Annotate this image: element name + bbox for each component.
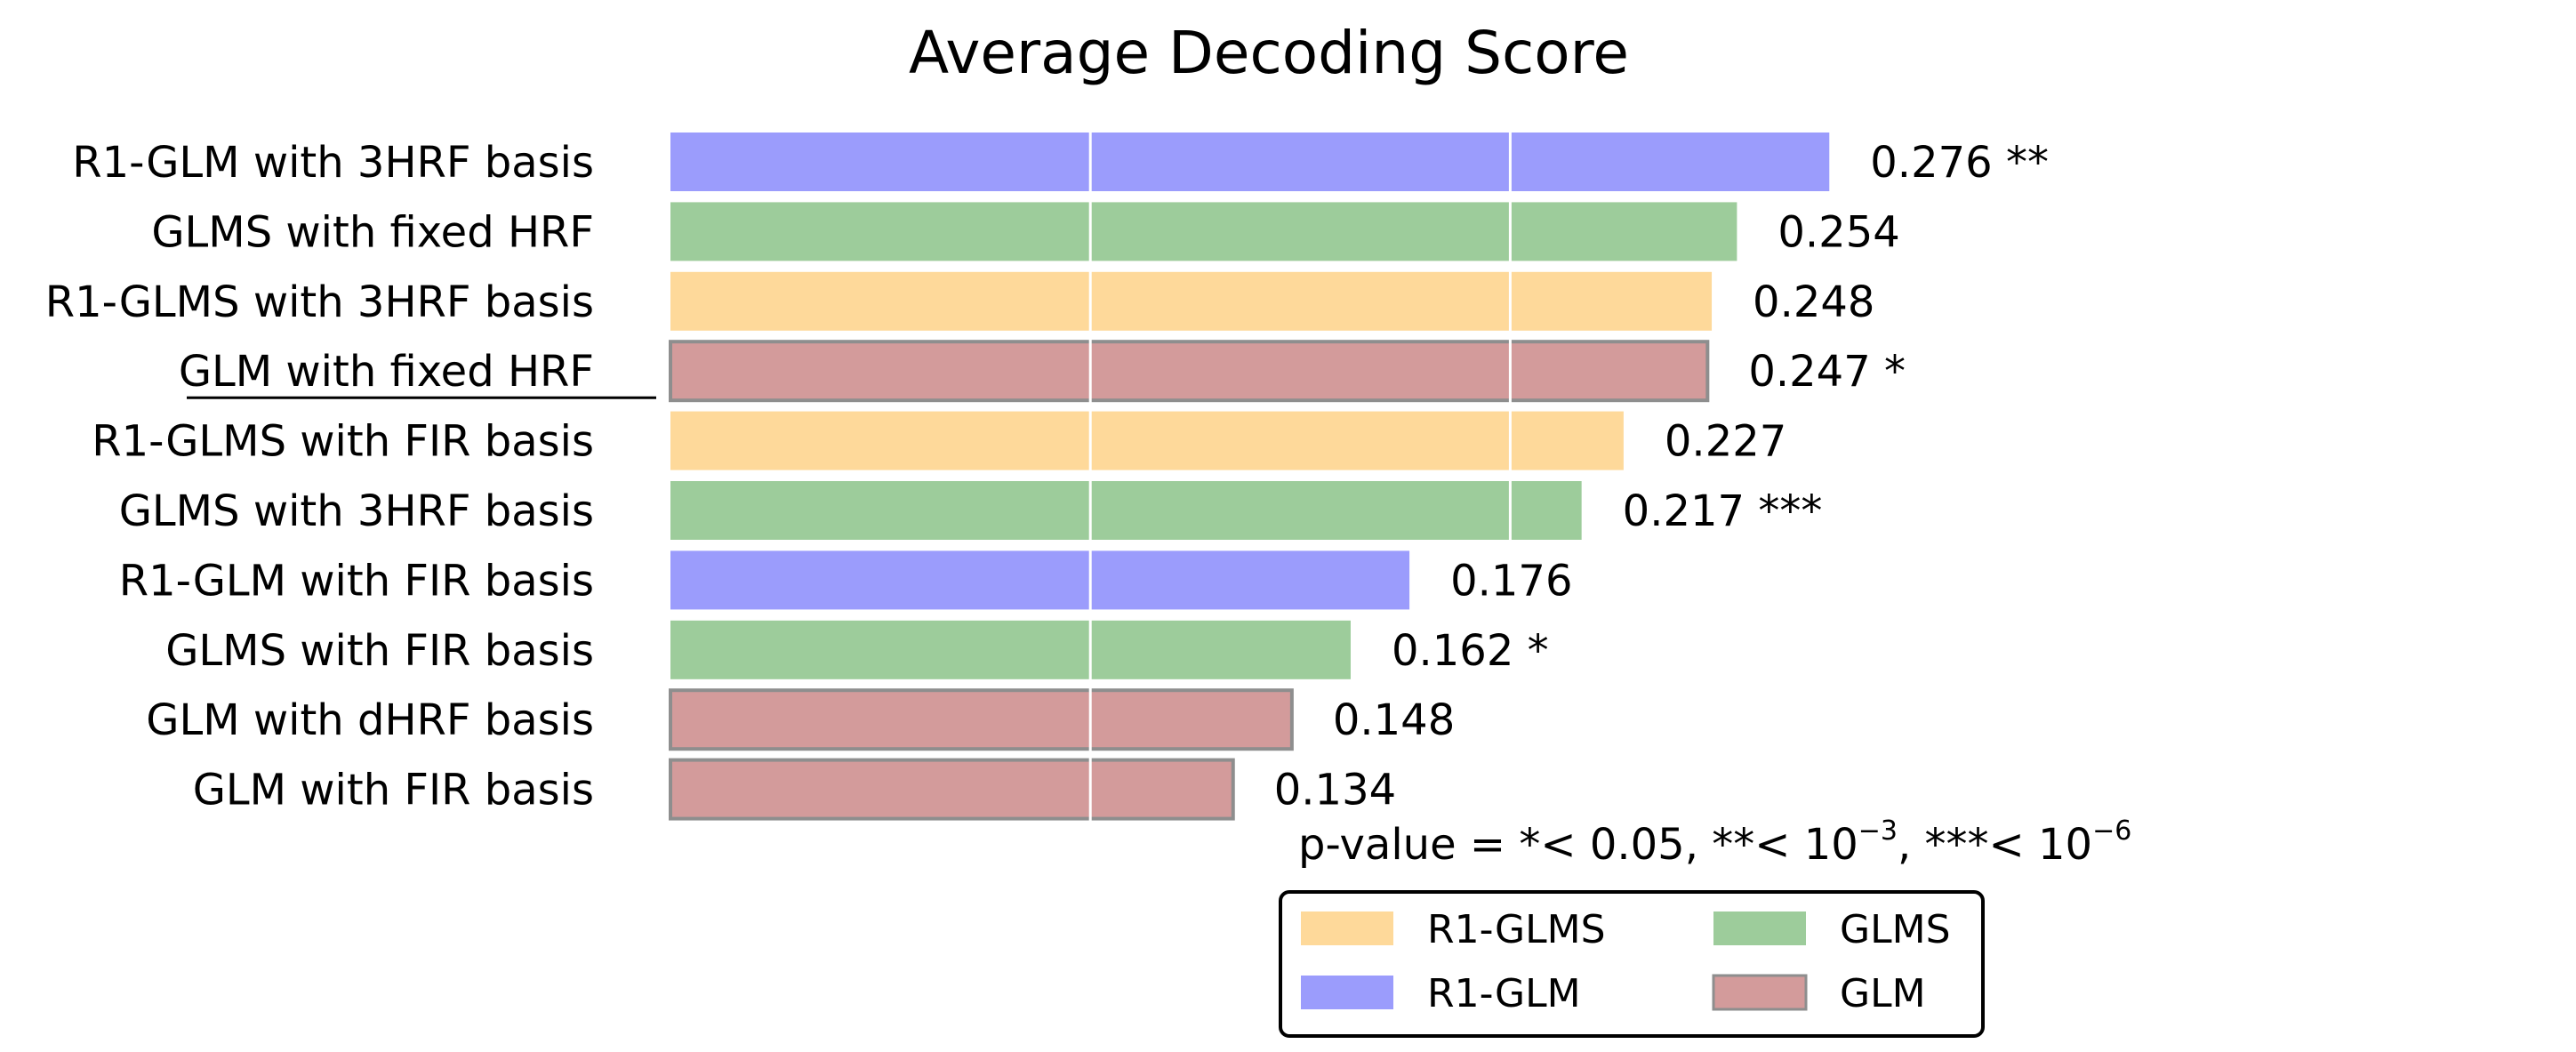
legend-label-glm: GLM	[1840, 971, 1926, 1016]
bar-r1-glms-with-fir-basis	[670, 411, 1624, 470]
category-label-r1-glms-with-fir-basis: R1-GLMS with FIR basis	[92, 417, 594, 467]
bar-glm-with-fir-basis	[669, 758, 1235, 821]
bar-glm-with-fixed-hrf	[669, 340, 1710, 403]
legend-swatch-glm	[1712, 974, 1808, 1011]
p-value-exponent-2: −6	[2092, 815, 2131, 847]
category-label-glm-with-dhrf-basis: GLM with dHRF basis	[146, 695, 594, 745]
value-label-glms-with-fir-basis: 0.162 *	[1392, 626, 1549, 676]
bar-glm-with-dhrf-basis	[669, 688, 1294, 751]
bar-glms-with-fir-basis	[670, 620, 1351, 679]
value-labels: 0.276 ** 0.254 0.248 0.247 * 0.227 0.217 *** 0…	[1274, 138, 2049, 815]
value-label-r1-glm-with-3hrf-basis: 0.276 **	[1870, 138, 2049, 188]
chart-title: Average Decoding Score	[909, 19, 1629, 87]
bar-r1-glms-with-3hrf-basis	[670, 271, 1713, 331]
category-label-glms-with-3hrf-basis: GLMS with 3HRF basis	[119, 486, 594, 536]
value-label-r1-glm-with-fir-basis: 0.176	[1450, 556, 1572, 606]
category-label-glm-with-fir-basis: GLM with FIR basis	[193, 766, 594, 815]
category-label-r1-glm-with-3hrf-basis: R1-GLM with 3HRF basis	[72, 138, 594, 188]
value-label-glms-with-fixed-hrf: 0.254	[1778, 207, 1899, 257]
category-labels: R1-GLM with 3HRF basis GLMS with fixed HR…	[45, 138, 656, 815]
legend: R1-GLMS GLMS R1-GLM GLM	[1279, 890, 1985, 1038]
gridlines	[1088, 127, 1512, 824]
p-value-text-2: , ***< 10	[1898, 820, 2092, 870]
p-value-exponent-1: −3	[1858, 815, 1898, 847]
category-label-glms-with-fixed-hrf: GLMS with fixed HRF	[151, 207, 594, 257]
p-value-annotation: p-value = *< 0.05, **< 10−3, ***< 10−6	[1298, 815, 2131, 870]
bar-glms-with-3hrf-basis	[670, 481, 1582, 540]
bar-r1-glm-with-fir-basis	[670, 550, 1410, 610]
value-label-glm-with-fir-basis: 0.134	[1274, 766, 1396, 815]
value-label-glms-with-3hrf-basis: 0.217 ***	[1623, 486, 1823, 536]
value-label-r1-glms-with-3hrf-basis: 0.248	[1753, 277, 1874, 327]
category-label-r1-glm-with-fir-basis: R1-GLM with FIR basis	[119, 556, 594, 606]
bar-r1-glm-with-3hrf-basis	[670, 133, 1830, 191]
legend-swatch-r1-glms	[1301, 911, 1393, 945]
legend-items: R1-GLMS GLMS R1-GLM GLM	[1301, 907, 1951, 1016]
value-label-glm-with-fixed-hrf: 0.247 *	[1748, 347, 1906, 397]
category-label-glms-with-fir-basis: GLMS with FIR basis	[165, 626, 594, 676]
category-label-r1-glms-with-3hrf-basis: R1-GLMS with 3HRF basis	[45, 277, 594, 327]
value-label-r1-glms-with-fir-basis: 0.227	[1665, 417, 1786, 467]
legend-swatch-glms	[1713, 911, 1806, 945]
legend-swatch-r1-glm	[1301, 976, 1393, 1009]
value-label-glm-with-dhrf-basis: 0.148	[1333, 695, 1455, 745]
legend-label-r1-glms: R1-GLMS	[1427, 907, 1606, 952]
bar-glms-with-fixed-hrf	[670, 202, 1737, 261]
p-value-text-1: p-value = *< 0.05, **< 10	[1298, 820, 1858, 870]
bars	[669, 133, 1830, 821]
category-label-glm-with-fixed-hrf: GLM with fixed HRF	[179, 347, 594, 397]
legend-label-glms: GLMS	[1840, 907, 1951, 952]
legend-label-r1-glm: R1-GLM	[1427, 971, 1581, 1016]
